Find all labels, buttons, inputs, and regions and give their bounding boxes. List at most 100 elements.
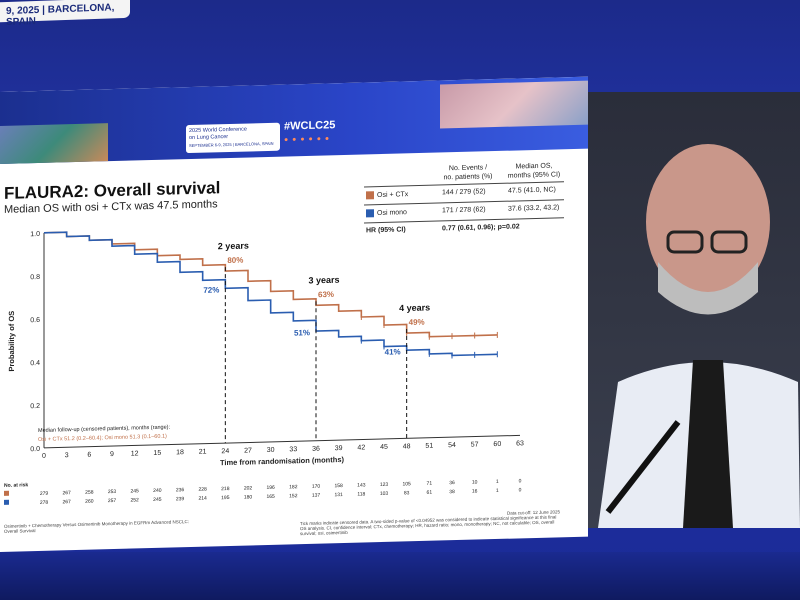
screen-bottom: [0, 552, 800, 600]
at-risk-value: 260: [85, 499, 94, 505]
header-photo-right: [440, 80, 588, 129]
at-risk-value: 182: [289, 484, 298, 490]
at-risk-value: 103: [380, 491, 389, 497]
at-risk-value: 36: [449, 480, 455, 486]
at-risk-value: 228: [198, 487, 207, 493]
social-icons: ● ● ● ● ● ●: [284, 135, 331, 144]
year-label: 3 years: [308, 275, 339, 286]
at-risk-value: 267: [62, 499, 71, 505]
x-tick-label: 63: [516, 440, 524, 447]
at-risk-value: 218: [221, 486, 230, 492]
y-tick-label: 0.6: [30, 317, 40, 324]
col-header-median: Median OS, months (95% CI): [507, 162, 561, 180]
x-tick-label: 51: [425, 443, 433, 450]
x-tick-label: 42: [357, 444, 365, 451]
osi-ctx-pct: 49%: [409, 318, 425, 327]
at-risk-value: 123: [380, 482, 389, 488]
at-risk-value: 1: [496, 488, 499, 494]
at-risk-value: 137: [312, 493, 321, 499]
at-risk-value: 83: [404, 490, 410, 496]
at-risk-value: 105: [402, 481, 411, 487]
at-risk-value: 257: [108, 498, 117, 504]
osi-ctx-pct: 63%: [318, 290, 334, 299]
y-tick-label: 0.0: [30, 446, 40, 453]
x-axis: [44, 434, 520, 449]
at-risk-value: 195: [221, 495, 230, 501]
osi-mono-curve: [44, 231, 498, 357]
at-risk-value: 131: [334, 492, 343, 498]
at-risk-swatch: [4, 490, 9, 496]
at-risk-value: 258: [85, 490, 94, 496]
osi-mono-pct: 72%: [203, 285, 219, 294]
conference-banner: 9, 2025 | BARCELONA, SPAIN: [0, 0, 130, 28]
x-tick-label: 57: [471, 441, 479, 448]
x-tick-label: 45: [380, 444, 388, 451]
osi-ctx-swatch: [366, 191, 374, 200]
x-tick-label: 15: [153, 450, 161, 457]
at-risk-value: 0: [519, 487, 522, 493]
banner-text: 9, 2025 | BARCELONA, SPAIN: [6, 2, 115, 29]
km-chart: 0.00.20.40.60.81.00 3 6 9 12 15 18 21 24 27 30 33 36…: [4, 231, 524, 506]
at-risk-value: 0: [519, 478, 522, 484]
x-tick-label: 36: [312, 446, 320, 453]
y-tick-label: 0.8: [30, 274, 40, 281]
followup-title: Median follow-up (censored patients), mo…: [38, 425, 171, 434]
at-risk-value: 267: [62, 490, 71, 496]
at-risk-label: No. at risk: [4, 482, 28, 489]
at-risk-swatch: [4, 499, 9, 505]
speaker-figure: [598, 144, 800, 528]
x-tick-label: 12: [131, 450, 139, 457]
speaker-video: [588, 92, 800, 528]
year-label: 4 years: [399, 302, 430, 313]
col-header-events: No. Events / no. patients (%): [443, 164, 493, 182]
at-risk-value: 118: [357, 491, 365, 497]
x-tick-label: 21: [199, 449, 207, 456]
x-tick-label: 54: [448, 442, 456, 449]
y-tick-label: 1.0: [30, 231, 40, 238]
at-risk-value: 152: [289, 493, 298, 499]
x-tick-label: 0: [42, 453, 46, 460]
x-tick-label: 48: [403, 443, 411, 450]
hashtag: #WCLC25: [284, 119, 336, 133]
at-risk-value: 236: [176, 487, 185, 493]
x-tick-label: 33: [289, 446, 297, 453]
x-tick-label: 3: [65, 452, 69, 459]
conference-logo: 2025 World Conference on Lung Cancer SEP…: [186, 122, 280, 154]
y-tick-label: 0.2: [30, 403, 40, 410]
x-tick-label: 27: [244, 447, 252, 454]
year-label: 2 years: [218, 240, 249, 251]
osi-mono-pct: 41%: [385, 347, 401, 356]
at-risk-value: 170: [312, 484, 321, 490]
x-axis-label: Time from randomisation (months): [220, 455, 345, 467]
at-risk-value: 214: [198, 496, 207, 502]
at-risk-value: 71: [427, 481, 433, 487]
y-axis-label: Probability of OS: [7, 311, 16, 372]
row-median: 47.5 (41.0, NC): [508, 186, 556, 195]
row-label: Osi + CTx: [377, 191, 409, 199]
y-tick-label: 0.4: [30, 360, 40, 367]
at-risk-value: 279: [40, 491, 49, 497]
at-risk-value: 245: [130, 488, 139, 494]
x-tick-label: 6: [87, 452, 91, 459]
followup-text: Osi + CTx 51.2 (0.2–60.4); Osi mono 51.3…: [38, 434, 167, 443]
header-photo-left: [0, 123, 108, 164]
presentation-slide: 2025 World Conference on Lung Cancer SEP…: [0, 76, 588, 553]
at-risk-value: 239: [176, 496, 185, 502]
at-risk-value: 61: [427, 490, 433, 496]
at-risk-value: 16: [472, 488, 478, 494]
osi-ctx-pct: 80%: [227, 256, 243, 265]
at-risk-value: 38: [449, 489, 455, 495]
at-risk-value: 165: [266, 494, 275, 500]
x-tick-label: 39: [335, 445, 343, 452]
at-risk-value: 245: [153, 497, 162, 503]
x-tick-label: 9: [110, 451, 114, 458]
at-risk-value: 196: [266, 485, 275, 491]
x-tick-label: 24: [221, 448, 229, 455]
at-risk-value: 158: [334, 483, 343, 489]
at-risk-value: 252: [130, 497, 139, 503]
x-tick-label: 18: [176, 449, 184, 456]
at-risk-value: 240: [153, 488, 162, 494]
at-risk-value: 1: [496, 479, 499, 485]
row-events: 144 / 279 (52): [442, 188, 486, 197]
osi-mono-pct: 51%: [294, 328, 310, 337]
